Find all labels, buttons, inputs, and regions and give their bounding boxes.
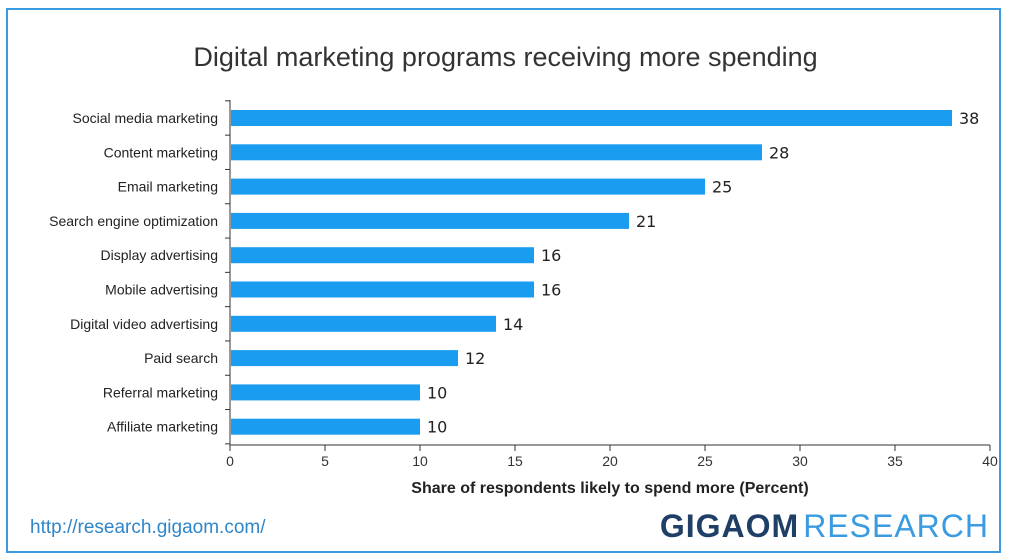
category-label: Content marketing (104, 144, 218, 160)
x-tick-label: 40 (982, 453, 998, 469)
x-axis-label: Share of respondents likely to spend mor… (411, 480, 808, 497)
data-label: 16 (541, 246, 561, 265)
bar (231, 110, 952, 126)
data-label: 25 (712, 178, 732, 197)
x-tick-label: 0 (226, 453, 234, 469)
x-tick-label: 20 (602, 453, 618, 469)
data-label: 10 (427, 418, 447, 437)
bar (231, 144, 762, 161)
bar (231, 418, 420, 435)
bar (231, 384, 420, 401)
bar (231, 212, 629, 229)
category-label: Mobile advertising (105, 282, 218, 298)
category-label: Social media marketing (72, 110, 218, 126)
x-tick-label: 35 (887, 453, 903, 469)
x-tick-label: 25 (697, 453, 713, 469)
data-label: 12 (465, 349, 485, 368)
chart-frame (6, 8, 1001, 553)
data-label: 21 (636, 212, 656, 231)
data-label: 16 (541, 281, 561, 300)
category-label: Paid search (144, 350, 218, 366)
bar (231, 178, 705, 195)
category-label: Affiliate marketing (107, 419, 218, 435)
category-label: Display advertising (101, 247, 219, 263)
category-label: Referral marketing (103, 384, 218, 400)
x-tick-label: 5 (321, 453, 329, 469)
x-tick-label: 15 (507, 453, 523, 469)
data-label: 14 (503, 315, 523, 334)
chart-title: Digital marketing programs receiving mor… (193, 42, 818, 72)
category-label: Search engine optimization (49, 213, 218, 229)
gigaom-research-logo: GIGAOM RESEARCH (660, 508, 989, 545)
x-tick-label: 30 (792, 453, 808, 469)
category-label: Digital video advertising (70, 316, 218, 332)
bar (231, 247, 534, 264)
logo-bold-text: GIGAOM (659, 508, 800, 544)
bar (231, 315, 496, 332)
x-tick-label: 10 (412, 453, 428, 469)
category-label: Email marketing (118, 179, 218, 195)
bar (231, 281, 534, 298)
logo-light-text: RESEARCH (803, 508, 989, 544)
data-label: 28 (769, 143, 789, 162)
footer-url: http://research.gigaom.com/ (30, 517, 266, 538)
data-label: 10 (427, 383, 447, 402)
data-label: 38 (959, 109, 979, 128)
bar (231, 350, 458, 367)
